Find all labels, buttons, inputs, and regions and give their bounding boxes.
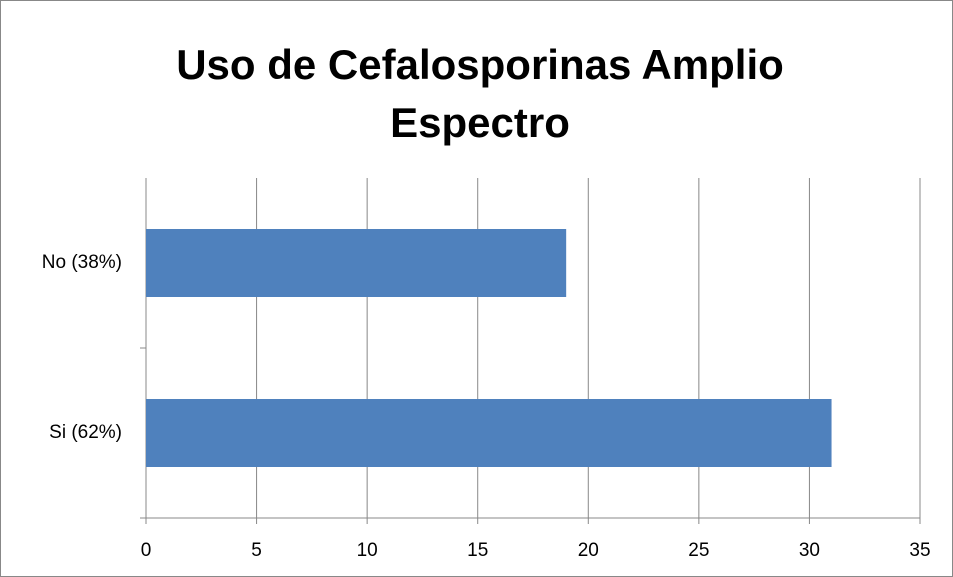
x-tick-label: 10 (357, 540, 378, 561)
x-tick-label: 5 (251, 540, 262, 561)
x-tick-label: 25 (688, 540, 709, 561)
x-tick-label: 35 (909, 540, 930, 561)
y-tick-label: Si (62%) (49, 422, 122, 443)
chart-title: Uso de Cefalosporinas Amplio Espectro (176, 41, 784, 146)
bar (146, 399, 832, 467)
y-tick-label: No (38%) (42, 252, 122, 273)
x-tick-label: 30 (799, 540, 820, 561)
x-tick-label: 0 (141, 540, 152, 561)
x-tick-label: 15 (467, 540, 488, 561)
x-tick-label: 20 (578, 540, 599, 561)
bar (146, 229, 567, 297)
